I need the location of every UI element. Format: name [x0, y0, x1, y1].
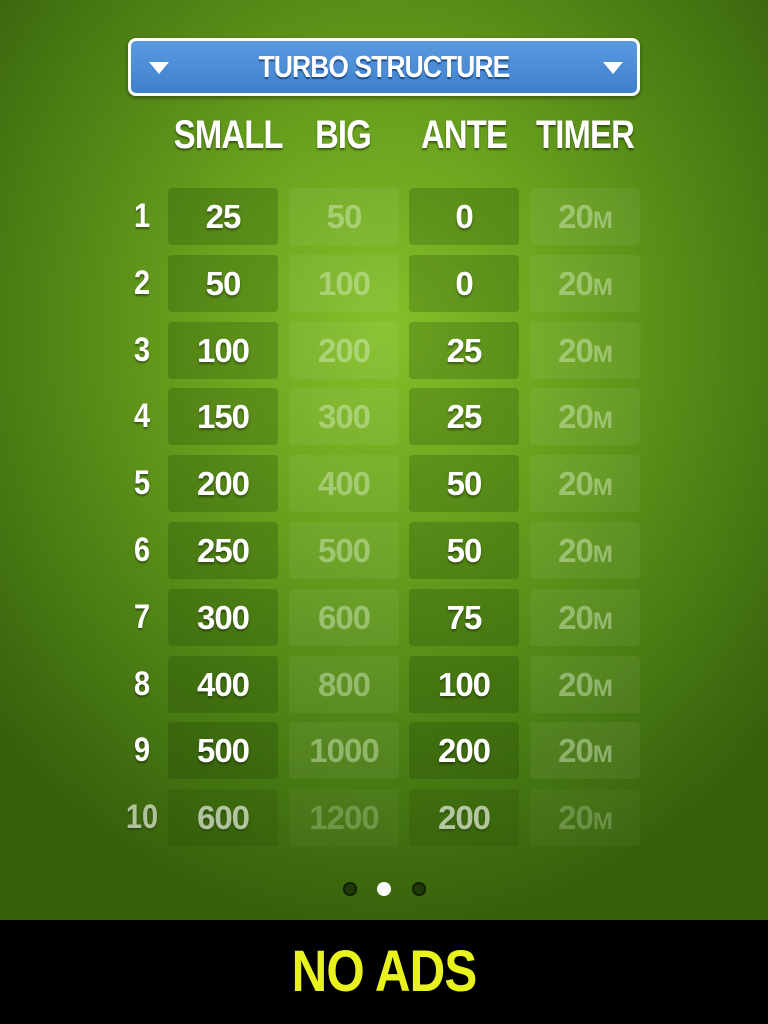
small-cell[interactable]: 100 — [168, 321, 278, 379]
timer-cell[interactable]: 20M — [530, 388, 640, 446]
big-cell[interactable]: 1000 — [289, 722, 399, 780]
timer-value: 20 — [558, 465, 594, 503]
structure-dropdown[interactable]: TURBO STRUCTURE — [128, 38, 640, 96]
timer-unit: M — [592, 541, 613, 568]
timer-cell[interactable]: 20M — [530, 522, 640, 579]
ante-cell[interactable]: 50 — [409, 522, 519, 579]
level-row: 1 25 50 0 20M — [0, 188, 768, 245]
header-ante: ANTE — [420, 113, 508, 157]
small-cell[interactable]: 600 — [168, 789, 278, 847]
level-number: 10 — [125, 798, 159, 837]
level-number: 5 — [133, 464, 151, 503]
ante-cell[interactable]: 100 — [409, 655, 519, 713]
big-cell[interactable]: 200 — [289, 321, 399, 379]
ante-cell[interactable]: 50 — [409, 455, 519, 513]
timer-value: 20 — [558, 532, 594, 569]
big-cell[interactable]: 100 — [289, 254, 399, 312]
timer-value: 20 — [558, 398, 594, 436]
level-number: 6 — [133, 531, 151, 569]
level-row: 8 400 800 100 20M — [0, 655, 768, 713]
ante-cell[interactable]: 25 — [409, 388, 519, 446]
timer-unit: M — [592, 207, 613, 234]
level-row: 2 50 100 0 20M — [0, 254, 768, 312]
header-small: SMALL — [173, 113, 284, 157]
level-row: 7 300 600 75 20M — [0, 588, 768, 646]
timer-unit: M — [592, 474, 613, 502]
big-cell[interactable]: 400 — [289, 455, 399, 513]
timer-cell[interactable]: 20M — [530, 455, 640, 513]
structure-title: TURBO STRUCTURE — [258, 49, 511, 84]
level-number: 8 — [133, 664, 151, 703]
small-cell[interactable]: 500 — [168, 722, 278, 780]
timer-unit: M — [592, 741, 613, 769]
timer-cell[interactable]: 20M — [530, 588, 640, 646]
no-ads-banner[interactable]: NO ADS — [0, 920, 768, 1024]
big-cell[interactable]: 50 — [289, 188, 399, 245]
level-row: 3 100 200 25 20M — [0, 321, 768, 379]
timer-unit: M — [592, 674, 613, 702]
timer-cell[interactable]: 20M — [530, 254, 640, 312]
level-number: 1 — [133, 197, 151, 235]
timer-value: 20 — [558, 198, 594, 235]
ante-cell[interactable]: 0 — [409, 188, 519, 245]
header-big: BIG — [315, 113, 372, 157]
header-timer: TIMER — [536, 113, 635, 157]
timer-cell[interactable]: 20M — [530, 188, 640, 245]
big-cell[interactable]: 300 — [289, 388, 399, 446]
page-indicator[interactable] — [340, 882, 430, 898]
big-cell[interactable]: 500 — [289, 522, 399, 579]
small-cell[interactable]: 250 — [168, 522, 278, 579]
level-number: 4 — [133, 397, 151, 436]
level-number: 7 — [133, 597, 151, 636]
triangle-down-icon — [603, 62, 623, 74]
timer-value: 20 — [558, 665, 594, 703]
timer-cell[interactable]: 20M — [530, 789, 640, 846]
level-number: 2 — [133, 263, 151, 302]
timer-unit: M — [592, 607, 613, 635]
timer-value: 20 — [558, 264, 594, 302]
timer-unit: M — [592, 808, 613, 836]
timer-value: 20 — [558, 799, 594, 837]
level-row: 4 150 300 25 20M — [0, 388, 768, 446]
timer-unit: M — [592, 407, 613, 435]
small-cell[interactable]: 200 — [168, 455, 278, 513]
small-cell[interactable]: 150 — [168, 388, 278, 446]
ante-cell[interactable]: 75 — [409, 588, 519, 646]
timer-value: 20 — [558, 732, 594, 770]
small-cell[interactable]: 50 — [168, 254, 278, 312]
page-dot-3[interactable] — [412, 882, 426, 896]
timer-unit: M — [592, 273, 613, 301]
small-cell[interactable]: 300 — [168, 588, 278, 646]
level-number: 3 — [133, 330, 151, 369]
level-number: 9 — [133, 731, 151, 770]
ante-cell[interactable]: 200 — [409, 722, 519, 780]
level-row: 10 600 1200 200 20M — [0, 789, 768, 847]
big-cell[interactable]: 600 — [289, 588, 399, 646]
timer-value: 20 — [558, 598, 594, 636]
big-cell[interactable]: 800 — [289, 655, 399, 713]
big-cell[interactable]: 1200 — [289, 789, 399, 846]
page-dot-1[interactable] — [343, 882, 357, 896]
timer-cell[interactable]: 20M — [530, 722, 640, 780]
timer-cell[interactable]: 20M — [530, 321, 640, 379]
ante-cell[interactable]: 200 — [409, 789, 519, 847]
ante-cell[interactable]: 25 — [409, 321, 519, 379]
level-row: 9 500 1000 200 20M — [0, 722, 768, 780]
timer-value: 20 — [558, 331, 594, 369]
small-cell[interactable]: 400 — [168, 655, 278, 713]
no-ads-label: NO ADS — [291, 939, 478, 1004]
level-row: 6 250 500 50 20M — [0, 522, 768, 579]
timer-cell[interactable]: 20M — [530, 655, 640, 713]
page-dot-2[interactable] — [377, 882, 391, 896]
small-cell[interactable]: 25 — [168, 188, 278, 245]
level-row: 5 200 400 50 20M — [0, 455, 768, 513]
timer-unit: M — [592, 340, 613, 368]
triangle-down-icon — [149, 62, 169, 74]
ante-cell[interactable]: 0 — [409, 254, 519, 312]
